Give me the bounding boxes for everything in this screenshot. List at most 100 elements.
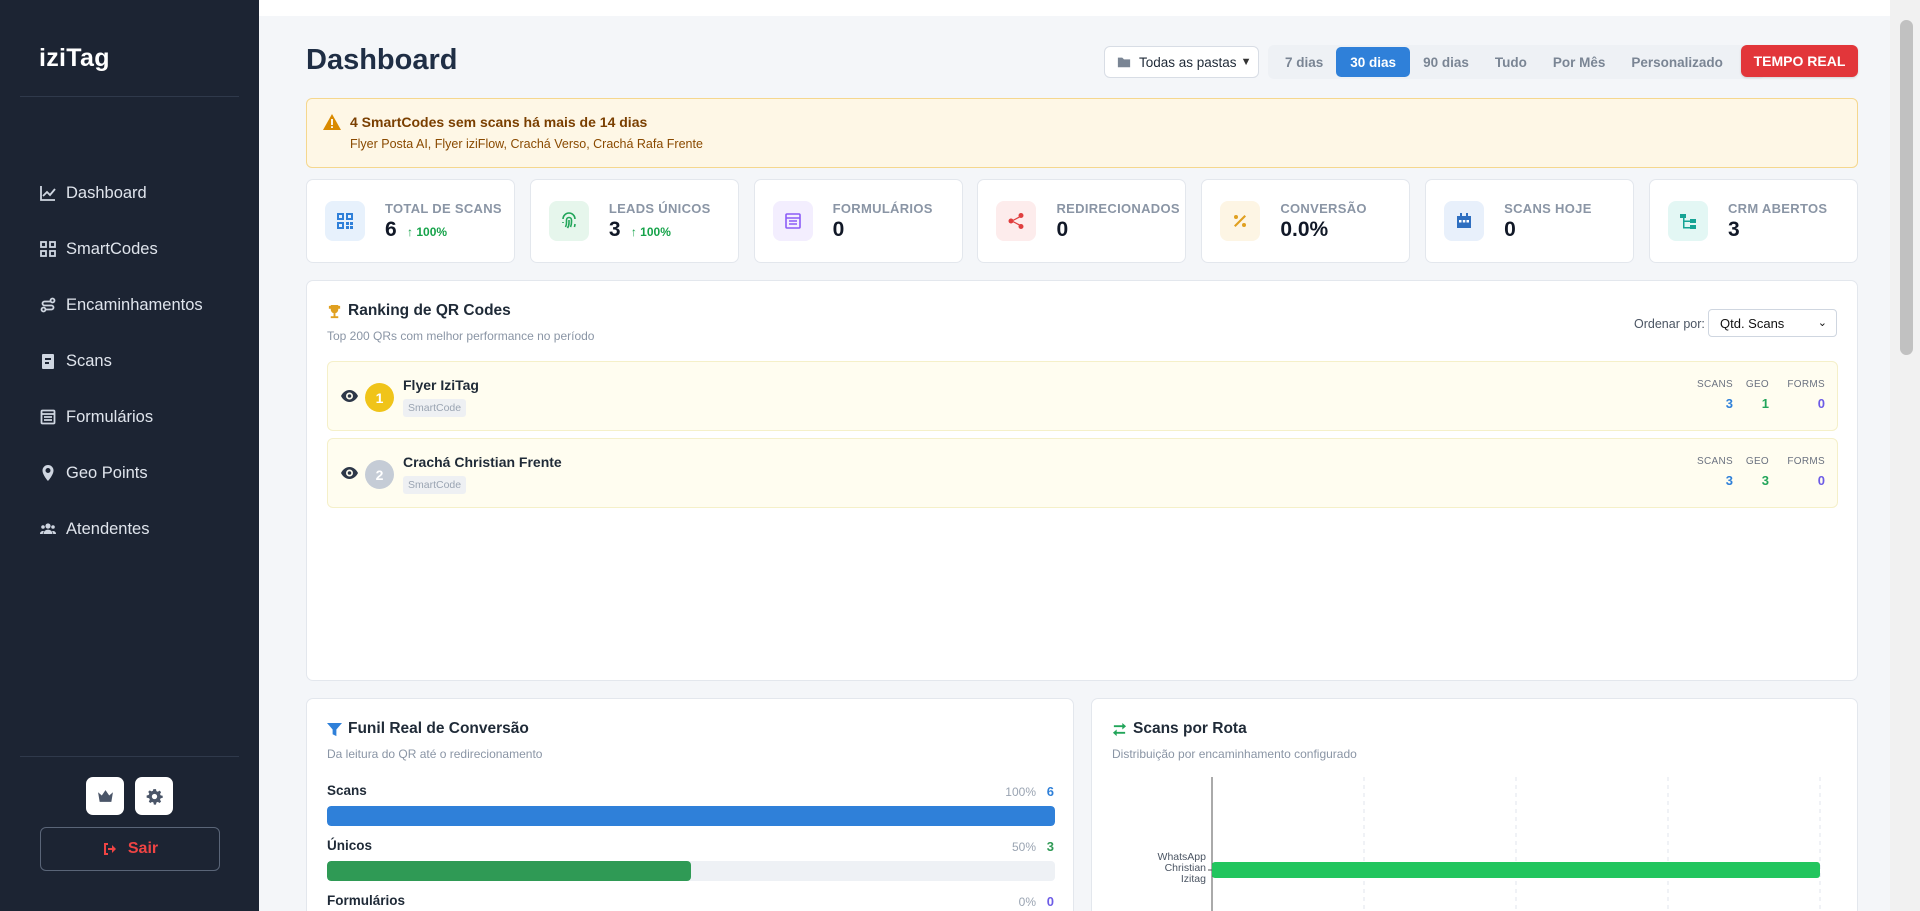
premium-button[interactable] bbox=[86, 777, 124, 815]
stat-change: ↑ 100% bbox=[407, 225, 448, 239]
chevron-down-icon: ⌄ bbox=[1817, 317, 1827, 329]
scrollbar-thumb[interactable] bbox=[1900, 20, 1913, 355]
routes-title: Scans por Rota bbox=[1112, 720, 1247, 738]
stat-label: CRM ABERTOS bbox=[1727, 201, 1828, 216]
page-scrollbar[interactable] bbox=[1890, 0, 1920, 911]
stat-label: FORMULÁRIOS bbox=[832, 201, 933, 216]
stat-value: 3 bbox=[1727, 218, 1740, 241]
range-30-days[interactable]: 30 dias bbox=[1336, 47, 1411, 77]
rank-badge: 1 bbox=[365, 383, 394, 412]
stat-value: 0.0% bbox=[1280, 218, 1329, 241]
stat-card-scans-hoje[interactable]: SCANS HOJE 0 bbox=[1425, 179, 1635, 263]
sidebar-item-scans[interactable]: Scans bbox=[0, 333, 259, 389]
ranking-row[interactable]: 1 Flyer IziTag SmartCode SCANS 3 GEO 1 FOR… bbox=[327, 361, 1838, 431]
ranking-subtitle: Top 200 QRs com melhor performance no pe… bbox=[327, 329, 595, 343]
sign-out-icon bbox=[103, 843, 116, 855]
sidebar-item-formularios[interactable]: Formulários bbox=[0, 389, 259, 445]
form-icon bbox=[39, 409, 56, 426]
order-select-value: Qtd. Scans bbox=[1720, 315, 1785, 331]
funnel-bar bbox=[327, 861, 1055, 881]
ranking-row[interactable]: 2 Crachá Christian Frente SmartCode SCAN… bbox=[327, 438, 1838, 508]
folder-select-value: Todas as pastas bbox=[1139, 54, 1237, 70]
metric-scans: SCANS 3 bbox=[1697, 379, 1733, 411]
type-badge: SmartCode bbox=[403, 476, 467, 494]
order-select[interactable]: Qtd. Scans ⌄ bbox=[1708, 309, 1837, 337]
stat-value: 0 bbox=[832, 218, 845, 241]
range-custom[interactable]: Personalizado bbox=[1631, 54, 1723, 70]
funnel-bar-fill bbox=[327, 861, 691, 881]
top-strip bbox=[259, 0, 1890, 16]
brand-logo[interactable]: iziTag bbox=[39, 44, 110, 72]
funnel-value: 6 bbox=[1046, 784, 1054, 799]
range-7-days[interactable]: 7 dias bbox=[1285, 54, 1324, 70]
date-range-group: 7 dias 30 dias 90 dias Tudo Por Mês Pers… bbox=[1268, 45, 1765, 79]
sidebar: iziTag Dashboard SmartCodes Encaminhamen… bbox=[0, 0, 259, 911]
routes-panel: Scans por Rota Distribuição por encaminh… bbox=[1091, 698, 1858, 911]
range-by-month[interactable]: Por Mês bbox=[1552, 54, 1606, 70]
stat-card-leads-unicos[interactable]: LEADS ÚNICOS 3 ↑ 100% bbox=[529, 179, 739, 263]
folder-icon bbox=[1117, 57, 1131, 68]
eye-icon[interactable] bbox=[341, 389, 358, 403]
sidebar-item-encaminhamentos[interactable]: Encaminhamentos bbox=[0, 277, 259, 333]
logout-button[interactable]: Sair bbox=[40, 827, 220, 871]
route-label: WhatsApp Christian Izitag bbox=[1158, 851, 1207, 885]
sidebar-item-label: Formulários bbox=[66, 407, 154, 426]
stat-card-total-scans[interactable]: TOTAL DE SCANS 6 ↑ 100% bbox=[306, 179, 515, 263]
sidebar-item-smartcodes[interactable]: SmartCodes bbox=[0, 221, 259, 277]
range-all[interactable]: Tudo bbox=[1494, 54, 1527, 70]
logout-label: Sair bbox=[127, 840, 159, 857]
stat-card-crm-abertos[interactable]: CRM ABERTOS 3 bbox=[1648, 179, 1858, 263]
settings-button[interactable] bbox=[135, 777, 173, 815]
type-badge: SmartCode bbox=[403, 399, 467, 417]
qr-name: Flyer IziTag bbox=[403, 377, 479, 393]
stat-card-conversao[interactable]: CONVERSÃO 0.0% bbox=[1201, 179, 1411, 263]
alert-title: 4 SmartCodes sem scans há mais de 14 dia… bbox=[350, 114, 648, 130]
funnel-label: Únicos bbox=[327, 838, 373, 853]
stat-value: 6 bbox=[385, 218, 397, 241]
stat-label: TOTAL DE SCANS bbox=[385, 201, 502, 216]
rank-badge: 2 bbox=[365, 460, 394, 489]
funnel-value: 0 bbox=[1046, 894, 1054, 909]
filter-icon bbox=[327, 722, 342, 736]
calendar-icon bbox=[1444, 201, 1485, 241]
sidebar-item-label: Encaminhamentos bbox=[66, 295, 203, 314]
eye-icon[interactable] bbox=[341, 466, 358, 480]
metric-geo: GEO 1 bbox=[1745, 379, 1769, 411]
routes-subtitle: Distribuição por encaminhamento configur… bbox=[1112, 747, 1357, 761]
sidebar-item-dashboard[interactable]: Dashboard bbox=[0, 165, 259, 221]
stat-card-redirecionados[interactable]: REDIRECIONADOS 0 bbox=[977, 179, 1187, 263]
funnel-title: Funil Real de Conversão bbox=[327, 720, 529, 738]
chevron-down-icon: ▼ bbox=[1240, 56, 1252, 68]
fingerprint-icon bbox=[548, 201, 589, 241]
route-icon bbox=[39, 297, 56, 314]
users-icon bbox=[39, 521, 56, 538]
stat-label: REDIRECIONADOS bbox=[1056, 201, 1180, 216]
sitemap-icon bbox=[1667, 201, 1708, 241]
funnel-value: 3 bbox=[1046, 839, 1054, 854]
metric-geo: GEO 3 bbox=[1745, 456, 1769, 488]
divider bbox=[20, 756, 239, 757]
exchange-icon bbox=[1112, 722, 1127, 736]
chart-line-icon bbox=[39, 185, 56, 202]
realtime-button[interactable]: TEMPO REAL bbox=[1741, 45, 1858, 77]
sidebar-item-atendentes[interactable]: Atendentes bbox=[0, 501, 259, 557]
funnel-label: Formulários bbox=[327, 893, 406, 908]
map-pin-icon bbox=[39, 465, 56, 482]
range-90-days[interactable]: 90 dias bbox=[1423, 54, 1469, 70]
ranking-title: Ranking de QR Codes bbox=[327, 302, 511, 320]
sidebar-item-label: Atendentes bbox=[66, 519, 150, 538]
funnel-bar-fill bbox=[327, 806, 1055, 826]
funnel-percent: 50% bbox=[1011, 840, 1036, 854]
route-bar[interactable] bbox=[1212, 862, 1820, 878]
metric-scans: SCANS 3 bbox=[1697, 456, 1733, 488]
stat-card-formularios[interactable]: FORMULÁRIOS 0 bbox=[753, 179, 963, 263]
metric-forms: FORMS 0 bbox=[1787, 456, 1825, 488]
funnel-percent: 100% bbox=[1005, 785, 1036, 799]
trophy-icon bbox=[328, 304, 341, 318]
folder-select[interactable]: Todas as pastas ▼ bbox=[1104, 46, 1259, 78]
percent-icon bbox=[1220, 201, 1261, 241]
sidebar-item-geo-points[interactable]: Geo Points bbox=[0, 445, 259, 501]
gear-icon bbox=[146, 788, 163, 805]
divider bbox=[20, 96, 239, 97]
stat-value: 0 bbox=[1504, 218, 1516, 241]
